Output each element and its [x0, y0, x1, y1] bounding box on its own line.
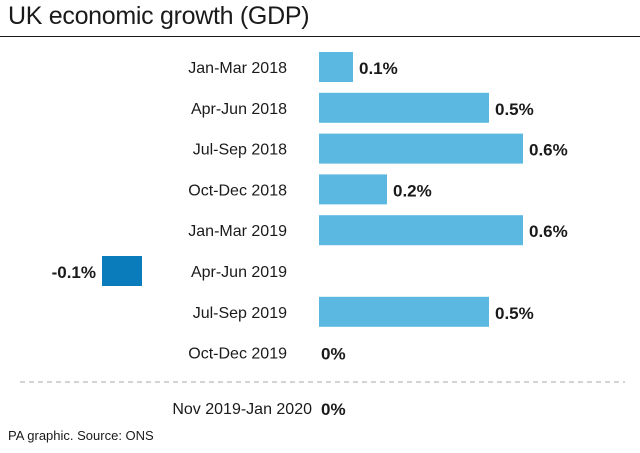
bar — [319, 133, 523, 164]
category-label: Oct-Dec 2018 — [188, 182, 287, 199]
value-label: -0.1% — [52, 263, 96, 282]
category-label: Jul-Sep 2019 — [193, 305, 287, 322]
bar — [319, 92, 489, 123]
gdp-bar-chart: Jan-Mar 2018 0.1% Apr-Jun 2018 0.5% Jul-Sep … — [20, 52, 625, 419]
bar — [319, 296, 489, 327]
value-label: 0.5% — [495, 304, 534, 323]
category-label: Jul-Sep 2018 — [193, 142, 287, 159]
value-label: 0.5% — [495, 100, 534, 119]
category-label: Oct-Dec 2019 — [188, 346, 287, 363]
value-label: 0.6% — [529, 141, 568, 160]
category-label: Jan-Mar 2018 — [188, 60, 287, 77]
chart-title: UK economic growth (GDP) — [8, 2, 310, 30]
category-label: Nov 2019-Jan 2020 — [172, 401, 312, 418]
category-label: Apr-Jun 2019 — [191, 264, 287, 281]
bar — [319, 215, 523, 246]
value-label: 0% — [321, 400, 346, 419]
value-label: 0.2% — [393, 181, 432, 200]
bar — [319, 52, 353, 82]
bar — [319, 174, 387, 205]
bar-negative — [102, 256, 142, 286]
source-footer: PA graphic. Source: ONS — [8, 428, 154, 443]
value-label: 0.1% — [359, 59, 398, 78]
value-label: 0.6% — [529, 222, 568, 241]
title-divider — [0, 36, 640, 37]
value-label: 0% — [321, 345, 346, 364]
category-label: Jan-Mar 2019 — [188, 223, 287, 240]
category-label: Apr-Jun 2018 — [191, 101, 287, 118]
